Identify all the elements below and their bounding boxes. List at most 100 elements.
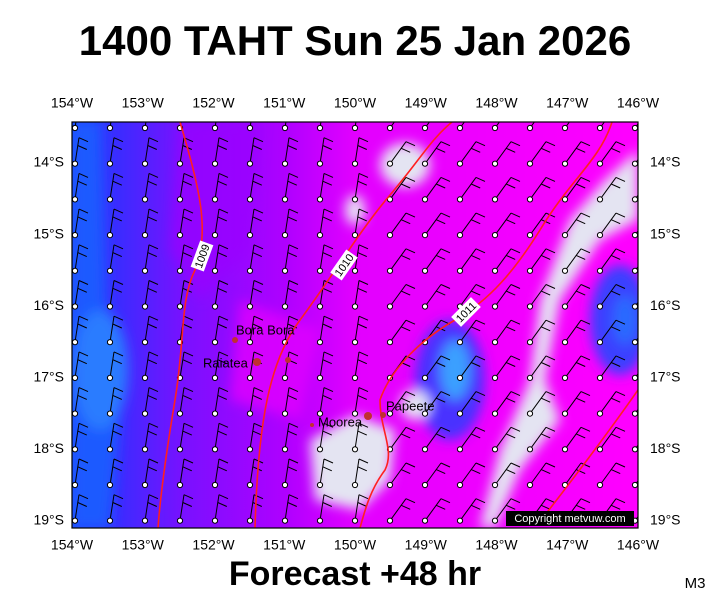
barb-flag xyxy=(288,172,299,178)
barb-flag xyxy=(435,362,446,367)
barb-station xyxy=(491,267,499,274)
barb-flag xyxy=(575,290,586,296)
barb-station xyxy=(176,267,184,274)
barb-flag xyxy=(288,422,299,428)
barb-flag xyxy=(252,145,263,150)
barb-flag xyxy=(358,280,369,285)
barb-station xyxy=(351,160,359,167)
barb-flag xyxy=(475,319,486,325)
barb-flag xyxy=(78,458,89,464)
barb-flag xyxy=(323,494,334,500)
barb-flag xyxy=(182,359,193,365)
barb-flag xyxy=(218,208,229,214)
barb-station xyxy=(106,339,114,346)
barb-staff xyxy=(284,122,287,129)
barb-staff xyxy=(74,458,80,486)
barb-staff xyxy=(109,387,115,414)
barb-station xyxy=(246,267,254,274)
barb-station xyxy=(526,267,534,274)
barb-station xyxy=(351,339,359,346)
barb-flag xyxy=(470,362,481,367)
barb-flag xyxy=(615,462,626,468)
barb-flag xyxy=(540,290,551,296)
barb-flag xyxy=(77,216,88,222)
barb-staff xyxy=(249,137,255,164)
barb-staff xyxy=(74,316,80,343)
barb-flag xyxy=(112,394,123,400)
barb-flag xyxy=(147,287,158,293)
barb-staff xyxy=(109,280,115,307)
barb-station xyxy=(491,374,499,381)
barb-staff xyxy=(249,173,255,200)
barb-flag xyxy=(148,244,159,250)
barb-flag xyxy=(147,394,158,400)
barb-flag xyxy=(358,422,369,428)
barb-station xyxy=(491,303,499,310)
barb-flag xyxy=(252,287,263,293)
barb-staff xyxy=(494,391,512,414)
barb-flag xyxy=(113,172,124,178)
barb-flag xyxy=(148,280,159,285)
barb-staff xyxy=(459,284,477,307)
barb-station xyxy=(72,196,79,203)
barb-flag xyxy=(287,466,298,472)
barb-flag xyxy=(475,498,486,504)
barb-flag xyxy=(545,284,556,289)
barb-station xyxy=(211,481,219,489)
barb-station xyxy=(281,232,289,239)
barb-station xyxy=(561,267,569,274)
barb-staff xyxy=(599,122,605,129)
barb-flag xyxy=(405,212,416,218)
barb-staff xyxy=(249,209,255,236)
barb-station xyxy=(211,339,219,346)
barb-flag xyxy=(475,462,486,468)
barb-staff xyxy=(424,122,430,129)
barb-flag xyxy=(358,387,369,393)
barb-flag xyxy=(322,145,333,150)
barb-station xyxy=(596,481,604,489)
barb-flag xyxy=(651,320,660,324)
barb-flag xyxy=(505,362,516,367)
barb-station xyxy=(316,232,324,239)
barb-station xyxy=(72,267,79,274)
barb-flag xyxy=(470,397,481,403)
barb-station xyxy=(281,303,289,310)
barb-station xyxy=(246,481,254,489)
barb-staff xyxy=(424,462,442,486)
barb-flag xyxy=(615,426,626,432)
barb-flag xyxy=(575,254,586,260)
lat-label: 17°S xyxy=(33,369,64,385)
barb-flag xyxy=(112,287,123,293)
barb-flag xyxy=(615,355,626,361)
barb-flag xyxy=(651,392,660,396)
barb-station xyxy=(246,124,254,132)
barb-station xyxy=(386,160,394,167)
barb-flag xyxy=(405,498,416,504)
barb-flag xyxy=(78,137,89,143)
barb-flag xyxy=(78,244,89,250)
barb-flag xyxy=(322,287,333,293)
barb-station xyxy=(106,374,114,381)
barb-flag xyxy=(435,397,446,403)
barb-flag xyxy=(218,244,229,250)
barb-staff xyxy=(319,137,325,164)
barb-station xyxy=(561,339,569,346)
barb-flag xyxy=(545,462,556,468)
barb-station xyxy=(526,303,534,310)
barb-flag xyxy=(610,326,621,332)
barb-station xyxy=(316,267,324,274)
barb-flag xyxy=(147,430,158,436)
barb-flag xyxy=(400,397,411,403)
barb-station xyxy=(281,374,289,381)
barb-flag xyxy=(218,137,229,143)
barb-station xyxy=(526,410,534,417)
barb-flag xyxy=(147,359,158,365)
barb-flag xyxy=(323,422,334,428)
barb-flag xyxy=(405,426,416,432)
barb-flag xyxy=(540,147,551,153)
barb-flag xyxy=(288,280,299,285)
barb-station xyxy=(106,517,114,524)
barb-station xyxy=(141,232,149,239)
barb-staff xyxy=(459,355,477,379)
barb-staff xyxy=(389,498,407,521)
